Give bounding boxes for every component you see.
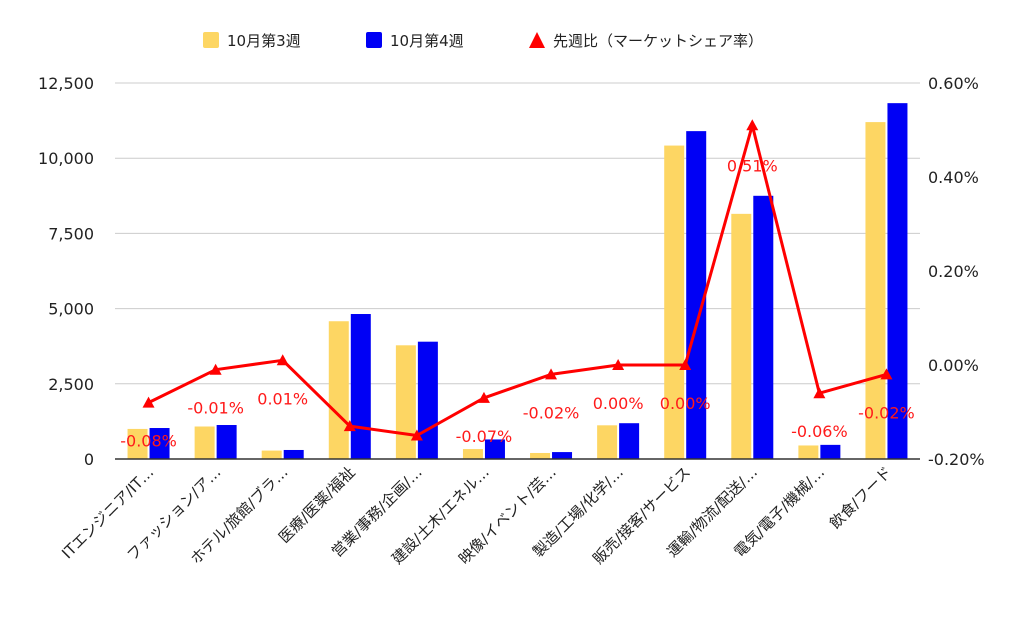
y-right-tick-label: -0.20% (928, 450, 985, 469)
bar-week3 (261, 450, 282, 459)
bar-week4 (216, 425, 237, 459)
bar-week3 (664, 145, 685, 459)
point-labels: -0.08% -0.01% 0.01% -0.07% -0.02% 0.00% 0.00% 0… (120, 156, 915, 450)
bar-week4 (149, 428, 170, 459)
bar-week3 (127, 428, 148, 459)
triangle-marker (813, 387, 826, 399)
triangle-marker (410, 429, 423, 441)
triangle-marker (880, 368, 893, 380)
legend-triangle-icon (529, 32, 545, 48)
y-right-tick-label: 0.20% (928, 262, 979, 281)
triangle-marker (545, 368, 558, 380)
data-label: 0.51% (727, 156, 778, 175)
data-label: 0.00% (593, 394, 644, 413)
data-label: -0.08% (120, 432, 177, 451)
y-left-tick-label: 0 (84, 450, 94, 469)
y-right-tick-label: 0.00% (928, 356, 979, 375)
bar-week3 (731, 213, 752, 459)
bar-week4 (350, 314, 371, 459)
bar-week4 (686, 131, 707, 460)
y-left-tick-label: 2,500 (48, 375, 94, 394)
y-left-tick-label: 12,500 (38, 74, 94, 93)
data-label: 0.01% (257, 389, 308, 408)
bar-week4 (753, 195, 774, 460)
y-left-tick-label: 7,500 (48, 224, 94, 243)
bar-week3 (328, 321, 349, 459)
triangle-marker (612, 359, 625, 370)
bar-week3 (462, 449, 483, 459)
share-line-path (147, 123, 887, 437)
triangle-marker (679, 359, 692, 370)
bar-week3 (530, 452, 551, 459)
bar-week4 (417, 341, 438, 459)
legend-swatch-week3 (203, 32, 219, 48)
bar-week4 (484, 439, 505, 459)
y-left-tick-label: 5,000 (48, 300, 94, 319)
bars (127, 103, 908, 460)
bar-week3 (597, 425, 618, 459)
triangle-marker (477, 391, 490, 403)
data-label: -0.06% (791, 422, 848, 441)
triangle-marker (142, 396, 155, 408)
y-right-tick-label: 0.60% (928, 74, 979, 93)
bar-week4 (820, 444, 841, 459)
bar-week3 (798, 445, 819, 459)
bar-week4 (887, 103, 908, 460)
x-category-label: 飲食/フード (826, 463, 895, 532)
triangle-marker (276, 354, 289, 366)
y-left-tick-label: 10,000 (38, 149, 94, 168)
data-label: -0.02% (858, 403, 915, 422)
bar-week3 (194, 426, 215, 459)
triangle-marker (209, 363, 222, 375)
data-label: 0.00% (660, 394, 711, 413)
y-right-tick-label: 0.40% (928, 168, 979, 187)
legend: 10月第3週 10月第4週 先週比（マーケットシェア率） (203, 32, 763, 50)
legend-label-share: 先週比（マーケットシェア率） (553, 32, 763, 50)
data-label: -0.01% (187, 399, 244, 418)
data-label: -0.07% (456, 427, 513, 446)
axes: 0 2,500 5,000 7,500 10,000 12,500 -0.20% 0.00% 0… (38, 74, 985, 568)
triangle-marker (343, 420, 356, 432)
legend-label-week4: 10月第4週 (390, 32, 464, 50)
bar-week3 (395, 345, 416, 459)
bar-week4 (552, 452, 573, 459)
data-label: -0.02% (523, 403, 580, 422)
legend-label-week3: 10月第3週 (227, 32, 301, 50)
gridlines (115, 82, 920, 385)
triangle-marker (746, 119, 759, 131)
legend-swatch-week4 (366, 32, 382, 48)
bar-week4 (619, 423, 640, 459)
bar-week4 (283, 449, 304, 459)
share-line (142, 119, 893, 441)
